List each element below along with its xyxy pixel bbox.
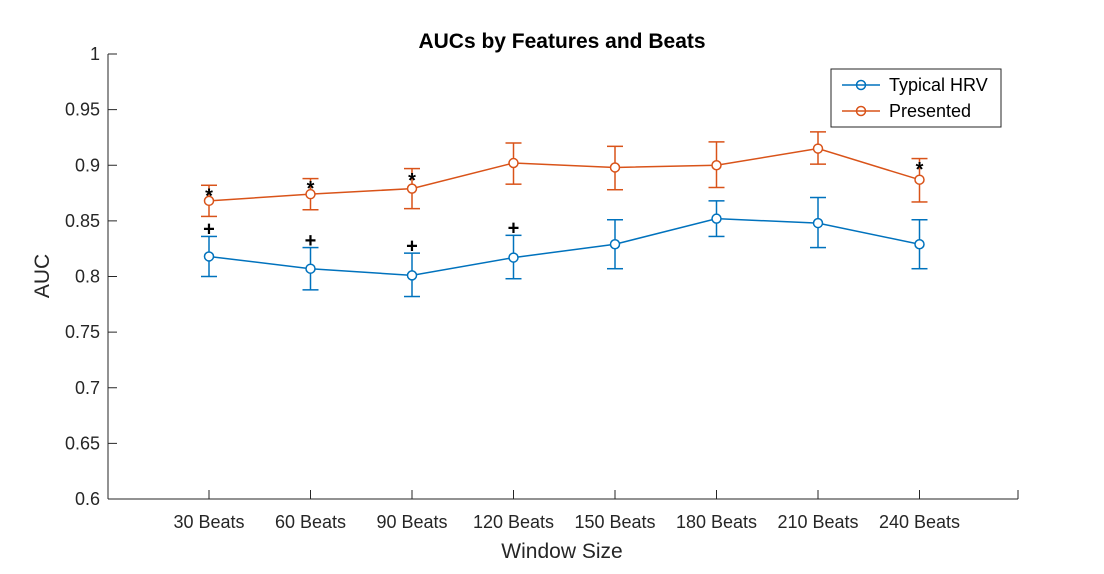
data-point	[406, 183, 418, 194]
data-point	[406, 270, 418, 281]
x-tick-label: 240 Beats	[879, 512, 960, 532]
x-tick-label: 60 Beats	[275, 512, 346, 532]
significance-star: *	[307, 178, 315, 200]
y-tick-label: 0.65	[65, 433, 100, 453]
x-tick-label: 180 Beats	[676, 512, 757, 532]
legend-marker-presented	[855, 105, 867, 117]
data-point	[508, 252, 519, 263]
annotations: * * * * + + + +	[203, 159, 923, 257]
series-1	[201, 131, 928, 218]
significance-plus: +	[508, 218, 520, 240]
y-tick-label: 0.8	[75, 267, 100, 287]
data-point	[914, 174, 925, 185]
x-tick-label: 150 Beats	[574, 512, 655, 532]
data-point	[305, 263, 316, 274]
y-tick-label: 0.75	[65, 322, 100, 342]
data-point	[812, 217, 824, 229]
y-tick-label: 0.7	[75, 378, 100, 398]
x-ticks: 30 Beats 60 Beats 90 Beats 120 Beats 150 Bea…	[173, 490, 960, 532]
legend-box	[830, 68, 1002, 128]
data-point	[508, 157, 519, 169]
series-layer	[201, 131, 928, 298]
x-tick-label: 90 Beats	[376, 512, 447, 532]
data-point	[914, 238, 925, 250]
legend-marker-typical-hrv	[855, 79, 867, 91]
chart-title: AUCs by Features and Beats	[418, 30, 705, 53]
data-point	[609, 162, 621, 173]
y-tick-label: 0.95	[65, 100, 100, 120]
series-line	[208, 147, 920, 202]
y-tick-label: 1	[90, 44, 100, 64]
data-point	[305, 188, 316, 200]
y-axis-label: AUC	[31, 254, 54, 298]
significance-star: *	[408, 170, 416, 192]
series-0	[201, 196, 928, 298]
legend: Typical HRV Presented	[830, 68, 1002, 128]
series-line	[208, 217, 920, 277]
x-tick-label: 30 Beats	[173, 512, 244, 532]
x-tick-label: 120 Beats	[473, 512, 554, 532]
data-point	[609, 238, 621, 250]
x-axis-label: Window Size	[501, 540, 622, 563]
y-tick-label: 0.9	[75, 155, 100, 175]
data-point	[812, 143, 824, 154]
x-tick-label: 210 Beats	[777, 512, 858, 532]
data-point	[203, 251, 215, 262]
significance-star: *	[205, 186, 213, 208]
significance-plus: +	[305, 230, 317, 252]
significance-plus: +	[203, 219, 215, 241]
legend-label-typical-hrv: Typical HRV	[889, 75, 988, 95]
y-tick-label: 0.6	[75, 489, 100, 509]
significance-plus: +	[406, 235, 418, 257]
legend-label-presented: Presented	[889, 101, 971, 121]
data-point	[711, 213, 722, 224]
data-point	[203, 195, 215, 207]
data-point	[711, 160, 722, 171]
y-tick-label: 0.85	[65, 211, 100, 231]
significance-star: *	[916, 159, 924, 181]
y-ticks: 0.6 0.65 0.7 0.75 0.8 0.85 0.9 0.95 1	[65, 44, 117, 509]
